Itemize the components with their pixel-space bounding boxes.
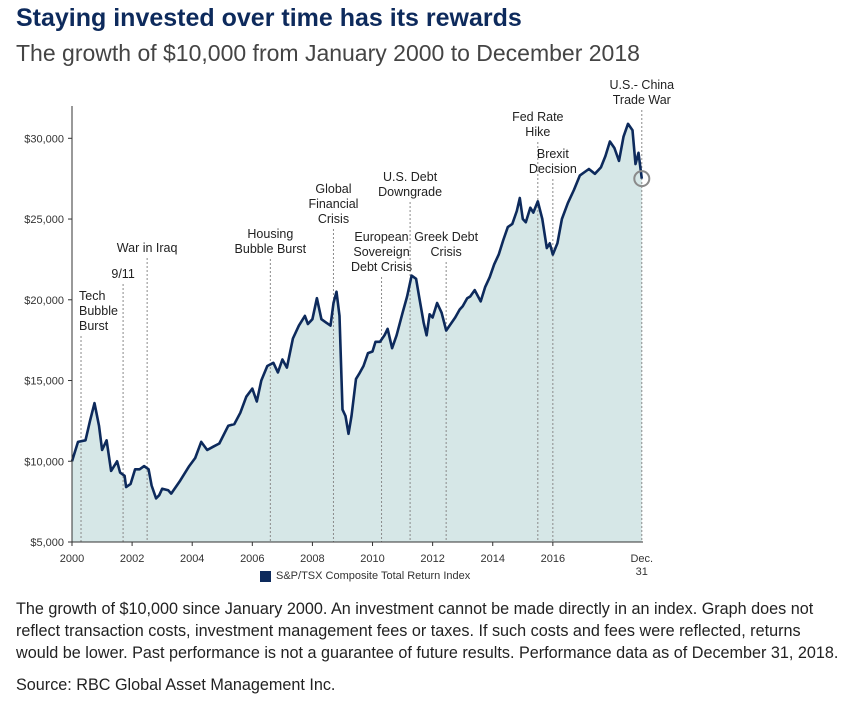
event-label-8: Fed Rate Hike: [512, 110, 563, 139]
event-label-line: Financial: [308, 197, 358, 211]
footnote: The growth of $10,000 since January 2000…: [16, 600, 839, 662]
x-tick-label: 2008: [300, 553, 324, 565]
x-end-label: Dec. 31: [630, 553, 653, 578]
event-label-line: Fed Rate: [512, 110, 563, 124]
event-label-line: War in Iraq: [117, 241, 178, 255]
event-label-4: Global Financial Crisis: [308, 182, 358, 226]
y-tick-label: $20,000: [24, 295, 64, 307]
event-label-line: Downgrade: [378, 185, 442, 199]
event-label-line: U.S.- China: [609, 78, 674, 92]
event-label-line: Burst: [79, 319, 109, 333]
series-line: [70, 122, 644, 500]
legend-swatch: [260, 570, 271, 582]
event-label-line: U.S. Debt: [383, 170, 438, 184]
x-tick-label: 2000: [60, 553, 84, 565]
event-label-line: Global: [315, 182, 351, 196]
x-tick-label: 2016: [541, 553, 565, 565]
event-label-line: Decision: [529, 162, 577, 176]
x-tick-label: 2004: [180, 553, 204, 565]
x-tick-label: 2010: [360, 553, 384, 565]
event-label-line: Debt Crisis: [351, 260, 412, 274]
x-tick-label: 2012: [420, 553, 444, 565]
event-label-line: Brexit: [537, 147, 569, 161]
event-label-line: Trade War: [613, 93, 671, 107]
event-label-10: U.S.- China Trade War: [609, 78, 674, 107]
x-end-label-line: 31: [636, 566, 648, 578]
source-note: Source: RBC Global Asset Management Inc.: [16, 676, 336, 694]
event-label-line: Bubble Burst: [235, 242, 307, 256]
event-label-3: Housing Bubble Burst: [235, 227, 307, 256]
event-label-line: Crisis: [318, 212, 349, 226]
x-tick-label: 2002: [120, 553, 144, 565]
end-marker: [633, 170, 651, 188]
event-label-line: Bubble: [79, 304, 118, 318]
x-end-label-line: Dec.: [630, 553, 653, 565]
event-label-0: Tech Bubble Burst: [79, 289, 118, 333]
event-label-7: Greek Debt Crisis: [414, 230, 478, 259]
event-label-line: Tech: [79, 289, 105, 303]
event-label-line: European: [354, 230, 408, 244]
event-label-2: War in Iraq: [117, 241, 178, 255]
event-label-6: U.S. Debt Downgrade: [378, 170, 442, 199]
event-label-line: 9/11: [111, 267, 134, 281]
chart-subtitle: The growth of $10,000 from January 2000 …: [16, 40, 640, 66]
series-area: [72, 123, 642, 543]
y-tick-label: $25,000: [24, 214, 64, 226]
event-label-line: Greek Debt: [414, 230, 478, 244]
chart-title: Staying invested over time has its rewar…: [16, 4, 522, 32]
event-label-line: Hike: [525, 125, 550, 139]
event-label-line: Sovereign: [353, 245, 409, 259]
y-tick-label: $15,000: [24, 376, 64, 388]
event-label-5: European Sovereign Debt Crisis: [351, 230, 412, 274]
x-tick-label: 2014: [480, 553, 504, 565]
x-tick-label: 2006: [240, 553, 264, 565]
chart-legend: S&P/TSX Composite Total Return Index: [260, 570, 470, 582]
event-label-line: Housing: [247, 227, 293, 241]
event-label-9: Brexit Decision: [529, 147, 577, 176]
growth-chart: $5,000 $10,000 $15,000 $20,000 $25,000 $30,00…: [24, 78, 674, 578]
y-tick-label: $30,000: [24, 133, 64, 145]
y-tick-label: $10,000: [24, 456, 64, 468]
event-label-line: Crisis: [431, 245, 462, 259]
y-tick-label: $5,000: [30, 537, 64, 549]
legend-label: S&P/TSX Composite Total Return Index: [276, 570, 471, 582]
event-label-1: 9/11: [111, 267, 134, 281]
